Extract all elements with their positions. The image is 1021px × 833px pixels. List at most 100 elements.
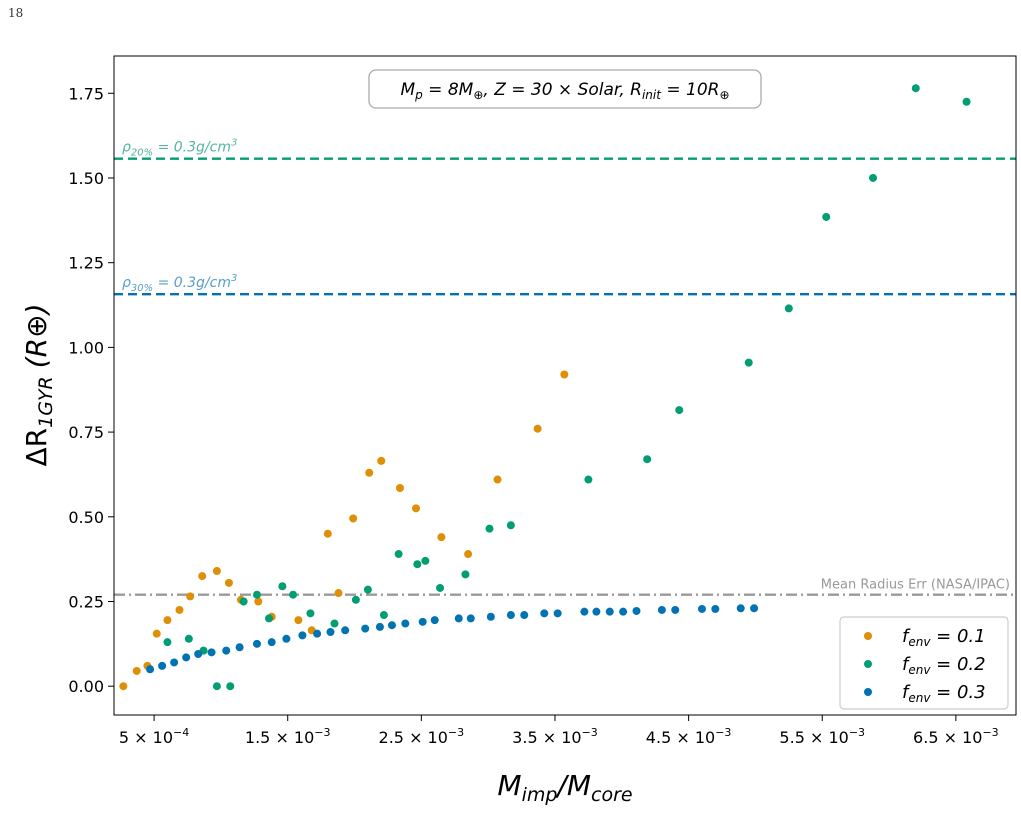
- annotation-box: Mp = 8M⊕, Z = 30 × Solar, Rinit = 10R⊕: [368, 69, 762, 109]
- data-point: [643, 455, 652, 464]
- data-point: [207, 648, 216, 657]
- data-point: [592, 607, 601, 616]
- data-point: [222, 646, 231, 655]
- data-point: [418, 617, 427, 626]
- data-point: [711, 604, 720, 613]
- data-point: [506, 521, 515, 530]
- reference-line-label: Mean Radius Err (NASA/IPAC): [821, 578, 1010, 593]
- x-tick-label: 2.5 × 10−3: [379, 726, 465, 747]
- data-point: [911, 84, 920, 93]
- data-point: [520, 611, 529, 620]
- data-points: [119, 84, 971, 691]
- y-tick-label: 1.25: [68, 254, 104, 273]
- data-point: [697, 604, 706, 613]
- y-tick-label: 0.25: [68, 592, 104, 611]
- data-point: [436, 583, 445, 592]
- plot-frame: [113, 55, 1017, 716]
- data-point: [750, 604, 759, 613]
- data-point: [170, 658, 179, 667]
- y-tick-label: 0.50: [68, 508, 104, 527]
- data-point: [186, 592, 195, 601]
- data-point: [349, 514, 358, 523]
- data-point: [254, 597, 263, 606]
- data-point: [461, 570, 470, 579]
- data-point: [306, 609, 315, 618]
- data-point: [395, 483, 404, 492]
- data-point: [224, 578, 233, 587]
- y-tick-label: 0.00: [68, 677, 104, 696]
- data-point: [553, 609, 562, 618]
- legend: fenv = 0.1 fenv = 0.2 fenv = 0.3: [839, 616, 1009, 710]
- data-point: [365, 468, 374, 477]
- y-axis-ticks: 0.00 0.25 0.50 0.75 1.00 1.25 1.50 1.75: [68, 84, 114, 696]
- data-point: [375, 622, 384, 631]
- x-tick-label: 6.5 × 10−3: [913, 726, 999, 747]
- data-point: [540, 609, 549, 618]
- data-point: [962, 97, 971, 106]
- data-point: [212, 682, 221, 691]
- data-point: [198, 572, 207, 581]
- data-point: [361, 624, 370, 633]
- data-point: [235, 643, 244, 652]
- data-point: [466, 614, 475, 623]
- data-point: [341, 626, 350, 635]
- data-point: [401, 619, 410, 628]
- data-point: [412, 504, 421, 513]
- data-point: [363, 585, 372, 594]
- data-point: [313, 629, 322, 638]
- legend-label: fenv = 0.1: [902, 626, 986, 649]
- data-point: [671, 605, 680, 614]
- data-point: [822, 212, 831, 221]
- data-point: [657, 605, 666, 614]
- data-point: [163, 638, 172, 647]
- data-point: [330, 619, 339, 628]
- data-point: [533, 424, 542, 433]
- page-number: 18: [8, 6, 24, 20]
- x-tick-label: 5.5 × 10−3: [779, 726, 865, 747]
- data-point: [413, 560, 422, 569]
- data-point: [387, 621, 396, 630]
- x-tick-label: 1.5 × 10−3: [245, 726, 331, 747]
- data-point: [377, 456, 386, 465]
- data-point: [351, 595, 360, 604]
- data-point: [194, 650, 203, 659]
- data-point: [267, 638, 276, 647]
- legend-marker: [864, 688, 872, 696]
- y-tick-label: 1.75: [68, 84, 104, 103]
- data-point: [736, 604, 745, 613]
- reference-lines: ρ20% = 0.3g/cm3 ρ30% = 0.3g/cm3 Mean Radiu…: [114, 138, 1016, 596]
- legend-label: fenv = 0.3: [902, 682, 986, 705]
- data-point: [158, 661, 167, 670]
- data-point: [560, 370, 569, 379]
- data-point: [298, 631, 307, 640]
- data-point: [506, 611, 515, 620]
- data-point: [744, 358, 753, 367]
- data-point: [430, 616, 439, 625]
- data-point: [784, 304, 793, 313]
- x-tick-label: 3.5 × 10−3: [512, 726, 598, 747]
- data-point: [326, 627, 335, 636]
- x-axis-ticks: 5 × 10−4 1.5 × 10−3 2.5 × 10−3 3.5 × 10−3 4.…: [119, 715, 999, 747]
- data-point: [323, 529, 332, 538]
- data-point: [605, 607, 614, 616]
- data-point: [493, 475, 502, 484]
- reference-line-label: ρ20% = 0.3g/cm3: [122, 138, 237, 159]
- data-point: [212, 567, 221, 576]
- reference-line-label: ρ30% = 0.3g/cm3: [122, 273, 237, 294]
- data-point: [421, 556, 430, 565]
- data-point: [394, 550, 403, 559]
- data-point: [379, 611, 388, 620]
- data-point: [289, 590, 298, 599]
- data-point: [464, 550, 473, 559]
- data-point: [182, 653, 191, 662]
- data-point: [282, 634, 291, 643]
- data-point: [239, 597, 248, 606]
- data-point: [334, 589, 343, 598]
- data-point: [278, 582, 287, 591]
- data-point: [437, 533, 446, 542]
- legend-label: fenv = 0.2: [902, 654, 986, 677]
- data-point: [580, 607, 589, 616]
- y-tick-label: 0.75: [68, 423, 104, 442]
- data-point: [132, 666, 141, 675]
